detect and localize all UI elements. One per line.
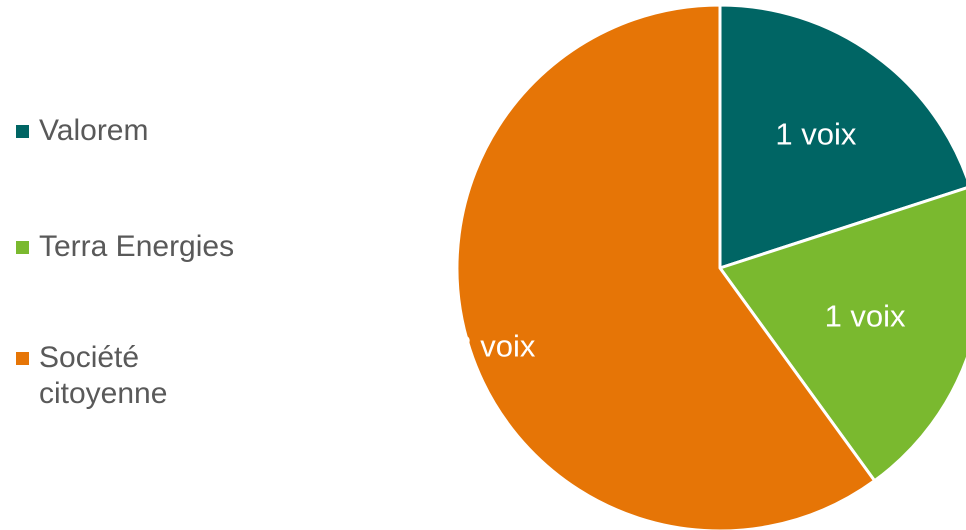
slice-label-terra-energies: 1 voix	[825, 299, 906, 334]
legend-label-societe-citoyenne: Société citoyenne	[39, 341, 168, 410]
legend-swatch-valorem	[16, 125, 29, 138]
pie-slice-societe-citoyenne	[455, 3, 877, 530]
legend-swatch-terra-energies	[16, 241, 29, 254]
legend-item-terra-energies: Terra Energies	[16, 229, 269, 265]
chart-legend: Valorem Terra Energies Société citoyenne	[16, 0, 316, 530]
pie-slice-valorem	[718, 3, 966, 270]
slice-label-societe-citoyenne: 3 voix	[454, 329, 535, 364]
legend-swatch-societe-citoyenne	[16, 352, 29, 365]
slice-label-valorem: 1 voix	[775, 116, 856, 151]
legend-label-terra-energies: Terra Energies	[39, 230, 235, 263]
legend-item-societe-citoyenne: Société citoyenne	[16, 340, 269, 412]
pie-slice-terra-energies	[718, 186, 966, 483]
legend-item-valorem: Valorem	[16, 113, 269, 149]
legend-label-valorem: Valorem	[39, 114, 149, 147]
